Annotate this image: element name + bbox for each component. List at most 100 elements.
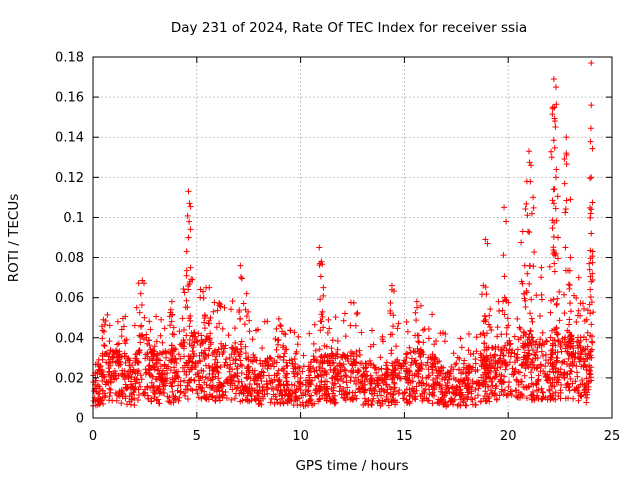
data-point: [441, 399, 448, 406]
data-point: [148, 398, 155, 405]
data-point: [549, 360, 556, 367]
data-point: [542, 357, 549, 364]
data-point: [379, 333, 386, 340]
data-point: [332, 399, 339, 406]
y-tick-label: 0: [76, 412, 84, 427]
data-point: [201, 355, 208, 362]
data-point: [527, 339, 534, 346]
data-point: [441, 394, 448, 401]
data-point: [530, 392, 537, 399]
data-point: [551, 144, 558, 151]
data-point: [568, 340, 575, 347]
data-point: [587, 273, 594, 280]
data-point: [487, 306, 494, 313]
data-point: [317, 273, 324, 280]
data-point: [285, 387, 292, 394]
data-point: [581, 318, 588, 325]
data-point: [552, 123, 559, 130]
data-point: [111, 368, 118, 375]
data-point: [156, 349, 163, 356]
plot-frame: [92, 56, 613, 419]
data-point: [175, 351, 182, 358]
data-point: [586, 370, 593, 377]
data-point: [528, 374, 535, 381]
data-point: [491, 365, 498, 372]
data-point: [133, 355, 140, 362]
data-point: [341, 310, 348, 317]
data-point: [187, 264, 194, 271]
data-point: [259, 388, 266, 395]
data-point: [179, 364, 186, 371]
data-point: [347, 353, 354, 360]
data-point: [133, 304, 140, 311]
data-point: [201, 325, 208, 332]
data-point: [499, 307, 506, 314]
data-point: [227, 361, 234, 368]
data-point: [214, 368, 221, 375]
data-point: [558, 348, 565, 355]
data-point: [237, 361, 244, 368]
data-point: [458, 344, 465, 351]
data-point: [577, 392, 584, 399]
data-point: [583, 366, 590, 373]
data-point: [255, 390, 262, 397]
data-point: [450, 375, 457, 382]
data-point: [348, 367, 355, 374]
data-point: [451, 385, 458, 392]
data-point: [377, 354, 384, 361]
data-point: [294, 402, 301, 409]
data-point: [429, 376, 436, 383]
data-point: [576, 358, 583, 365]
data-point: [238, 370, 245, 377]
data-point: [393, 343, 400, 350]
data-point: [280, 356, 287, 363]
data-point: [533, 292, 540, 299]
data-point: [145, 365, 152, 372]
data-point: [312, 385, 319, 392]
data-point: [537, 336, 544, 343]
data-point: [319, 261, 326, 268]
data-point: [429, 364, 436, 371]
data-point: [183, 248, 190, 255]
data-point: [265, 362, 272, 369]
data-point: [505, 383, 512, 390]
data-point: [354, 309, 361, 316]
data-point: [216, 320, 223, 327]
data-point: [500, 352, 507, 359]
data-point: [369, 327, 376, 334]
data-point: [407, 362, 414, 369]
data-point: [532, 352, 539, 359]
data-point: [148, 348, 155, 355]
data-point: [299, 381, 306, 388]
data-point: [353, 348, 360, 355]
data-point: [151, 366, 158, 373]
data-point: [141, 386, 148, 393]
data-point: [472, 395, 479, 402]
data-point: [214, 349, 221, 356]
data-point: [521, 349, 528, 356]
data-point: [243, 290, 250, 297]
data-point: [417, 393, 424, 400]
data-point: [414, 366, 421, 373]
data-point: [194, 338, 201, 345]
data-point: [566, 316, 573, 323]
data-point: [483, 330, 490, 337]
data-point: [501, 359, 508, 366]
data-point: [114, 318, 121, 325]
data-point: [137, 290, 144, 297]
data-point: [231, 346, 238, 353]
data-point: [242, 306, 249, 313]
data-point: [444, 369, 451, 376]
data-point: [496, 392, 503, 399]
data-point: [109, 355, 116, 362]
data-point: [314, 372, 321, 379]
data-point: [482, 236, 489, 243]
data-point: [561, 310, 568, 317]
data-point: [199, 373, 206, 380]
data-point: [245, 373, 252, 380]
data-point: [323, 395, 330, 402]
data-point: [123, 385, 130, 392]
data-point: [183, 332, 190, 339]
data-point: [538, 385, 545, 392]
data-point: [584, 343, 591, 350]
